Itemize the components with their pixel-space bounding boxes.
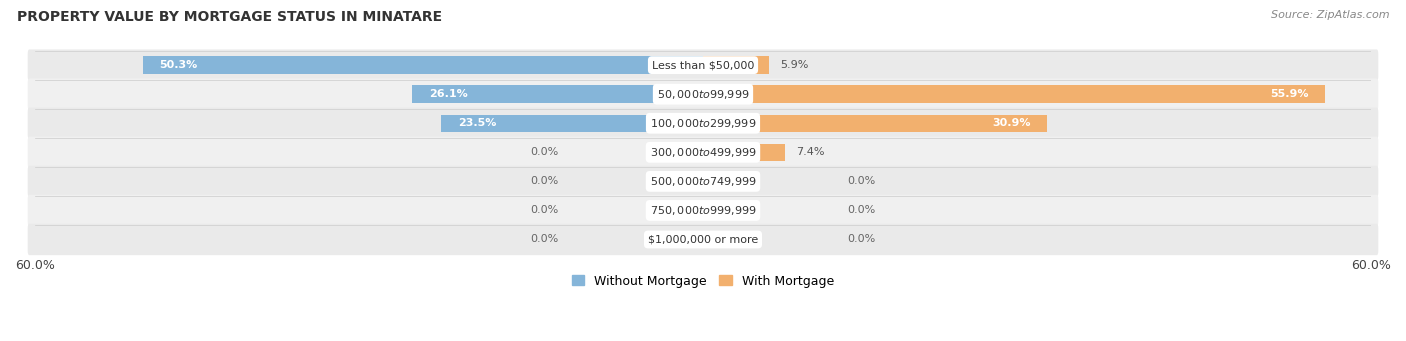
FancyBboxPatch shape xyxy=(28,224,1378,255)
Text: 50.3%: 50.3% xyxy=(160,60,198,70)
Text: 30.9%: 30.9% xyxy=(991,118,1031,128)
Text: PROPERTY VALUE BY MORTGAGE STATUS IN MINATARE: PROPERTY VALUE BY MORTGAGE STATUS IN MIN… xyxy=(17,10,441,24)
Text: $300,000 to $499,999: $300,000 to $499,999 xyxy=(650,146,756,159)
Bar xyxy=(703,86,1326,103)
Text: $1,000,000 or more: $1,000,000 or more xyxy=(648,235,758,244)
Text: 26.1%: 26.1% xyxy=(429,89,468,99)
Text: 5.9%: 5.9% xyxy=(780,60,808,70)
Text: 0.0%: 0.0% xyxy=(530,235,558,244)
Text: $750,000 to $999,999: $750,000 to $999,999 xyxy=(650,204,756,217)
Text: 23.5%: 23.5% xyxy=(458,118,496,128)
Text: $500,000 to $749,999: $500,000 to $749,999 xyxy=(650,175,756,188)
Text: 55.9%: 55.9% xyxy=(1270,89,1309,99)
Text: 0.0%: 0.0% xyxy=(848,235,876,244)
FancyBboxPatch shape xyxy=(28,49,1378,81)
FancyBboxPatch shape xyxy=(28,78,1378,110)
Text: $50,000 to $99,999: $50,000 to $99,999 xyxy=(657,88,749,101)
Text: 0.0%: 0.0% xyxy=(530,147,558,157)
Bar xyxy=(703,115,1047,132)
Text: 0.0%: 0.0% xyxy=(530,205,558,216)
FancyBboxPatch shape xyxy=(28,195,1378,226)
Text: 7.4%: 7.4% xyxy=(797,147,825,157)
Text: $100,000 to $299,999: $100,000 to $299,999 xyxy=(650,117,756,130)
Text: Less than $50,000: Less than $50,000 xyxy=(652,60,754,70)
Text: 0.0%: 0.0% xyxy=(848,176,876,187)
Bar xyxy=(143,56,703,74)
Text: 0.0%: 0.0% xyxy=(848,205,876,216)
Bar xyxy=(412,86,703,103)
FancyBboxPatch shape xyxy=(28,137,1378,168)
Bar xyxy=(441,115,703,132)
Bar xyxy=(703,56,769,74)
FancyBboxPatch shape xyxy=(28,107,1378,139)
Text: Source: ZipAtlas.com: Source: ZipAtlas.com xyxy=(1271,10,1389,20)
Text: 0.0%: 0.0% xyxy=(530,176,558,187)
Legend: Without Mortgage, With Mortgage: Without Mortgage, With Mortgage xyxy=(567,269,839,293)
Bar xyxy=(703,144,786,161)
FancyBboxPatch shape xyxy=(28,166,1378,197)
